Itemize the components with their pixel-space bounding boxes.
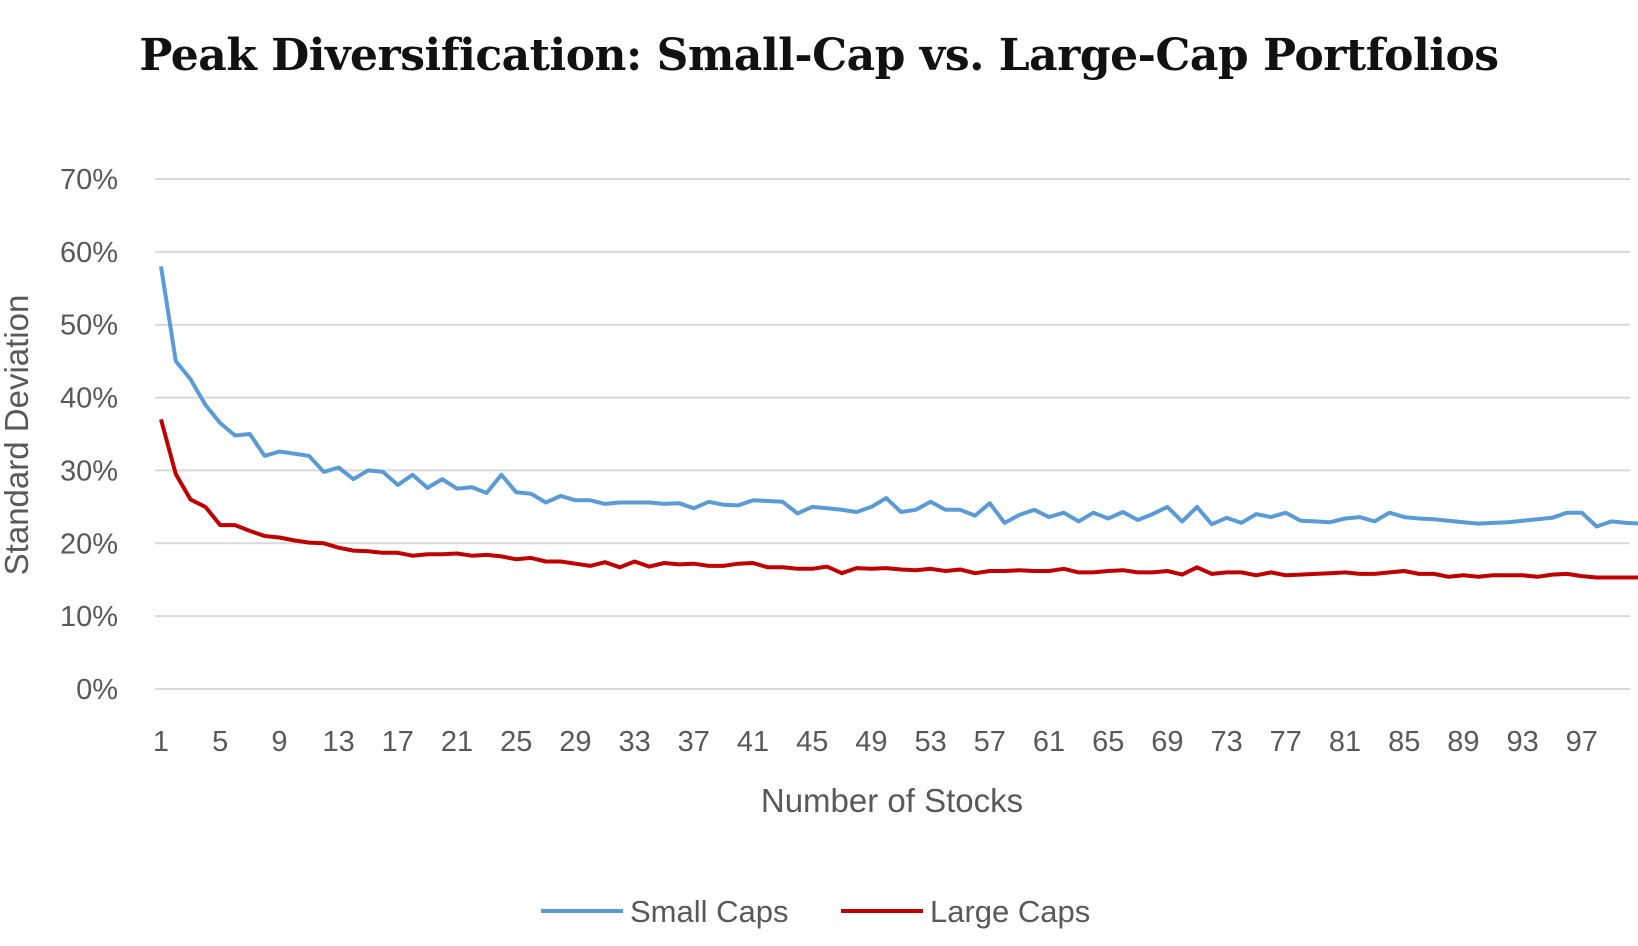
- x-tick-label: 73: [1210, 726, 1242, 758]
- y-tick-label: 10%: [60, 601, 118, 633]
- series-lines: [159, 266, 1638, 580]
- y-tick-label: 30%: [60, 455, 118, 487]
- x-tick-label: 9: [271, 726, 287, 758]
- x-tick-label: 29: [559, 726, 591, 758]
- x-axis-title: Number of Stocks: [761, 782, 1023, 819]
- x-tick-label: 5: [212, 726, 228, 758]
- y-tick-label: 40%: [60, 383, 118, 415]
- series-line-large-caps: [159, 418, 1638, 580]
- x-tick-label: 57: [974, 726, 1006, 758]
- x-tick-label: 85: [1388, 726, 1420, 758]
- x-tick-label: 1: [153, 726, 169, 758]
- y-axis-ticks: 0% 10% 20% 30% 40% 50% 60% 70%: [60, 164, 118, 706]
- y-axis-title: Standard Deviation: [0, 295, 35, 576]
- chart-title: Peak Diversification: Small-Cap vs. Larg…: [139, 30, 1499, 81]
- legend-label-small-caps: Small Caps: [630, 894, 789, 929]
- y-tick-label: 60%: [60, 237, 118, 269]
- y-tick-label: 50%: [60, 310, 118, 342]
- gridlines: [155, 178, 1630, 690]
- x-tick-label: 25: [500, 726, 532, 758]
- x-tick-label: 93: [1506, 726, 1538, 758]
- x-tick-label: 21: [441, 726, 473, 758]
- y-tick-label: 0%: [76, 674, 118, 706]
- x-tick-label: 17: [382, 726, 414, 758]
- legend: Small Caps Large Caps: [541, 894, 1090, 929]
- y-tick-label: 20%: [60, 528, 118, 560]
- x-tick-label: 65: [1092, 726, 1124, 758]
- x-tick-label: 69: [1151, 726, 1183, 758]
- x-tick-label: 89: [1447, 726, 1479, 758]
- x-tick-label: 49: [855, 726, 887, 758]
- legend-label-large-caps: Large Caps: [930, 894, 1090, 929]
- x-tick-label: 33: [618, 726, 650, 758]
- x-tick-label: 13: [322, 726, 354, 758]
- x-tick-label: 81: [1329, 726, 1361, 758]
- x-tick-label: 97: [1566, 726, 1598, 758]
- x-tick-label: 37: [678, 726, 710, 758]
- x-tick-label: 53: [914, 726, 946, 758]
- y-tick-label: 70%: [60, 164, 118, 196]
- x-axis-ticks: 1 5 9 13 17 21 25 29 33 37 41 45 49 53 57 61 65 69 73 77 81 8…: [153, 726, 1598, 758]
- x-tick-label: 45: [796, 726, 828, 758]
- x-tick-label: 61: [1033, 726, 1065, 758]
- x-tick-label: 77: [1270, 726, 1302, 758]
- series-line-small-caps: [159, 266, 1638, 529]
- x-tick-label: 41: [737, 726, 769, 758]
